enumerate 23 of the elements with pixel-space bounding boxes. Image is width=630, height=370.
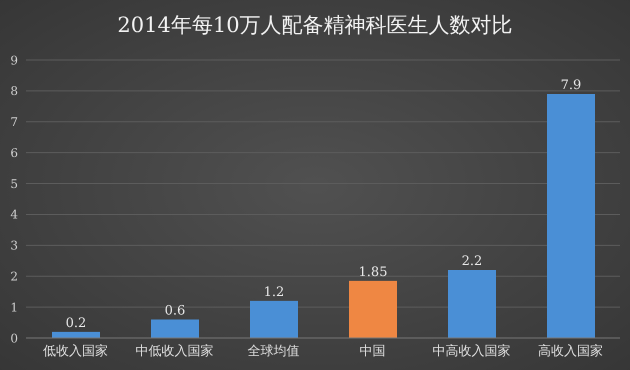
x-tick-label: 全球均值 — [248, 344, 300, 360]
y-tick-label: 5 — [10, 176, 18, 191]
y-tick-label: 8 — [10, 84, 18, 98]
chart-title: 2014年每10万人配备精神科医生人数对比 — [116, 12, 514, 39]
x-tick-label: 中国 — [360, 344, 386, 360]
y-tick-label: 4 — [10, 208, 18, 222]
data-label: 1.2 — [264, 284, 284, 300]
x-tick-label: 中高收入国家 — [432, 343, 510, 360]
y-tick-label: 0 — [10, 331, 18, 346]
y-tick-label: 7 — [10, 115, 18, 130]
data-label: 0.6 — [164, 303, 186, 318]
x-tick-label: 中低收入国家 — [136, 343, 214, 360]
y-tick-label: 3 — [10, 238, 18, 253]
data-label: 1.85 — [358, 264, 388, 280]
y-tick-label: 9 — [10, 53, 18, 68]
data-label: 0.2 — [66, 316, 86, 331]
data-label: 2.2 — [462, 254, 482, 270]
x-tick-label: 低收入国家 — [43, 343, 108, 360]
y-tick-label: 2 — [10, 269, 18, 284]
data-label: 7.9 — [560, 78, 582, 93]
y-tick-label: 6 — [10, 146, 18, 160]
y-tick-label: 1 — [10, 300, 18, 314]
x-tick-label: 高收入国家 — [538, 343, 603, 360]
